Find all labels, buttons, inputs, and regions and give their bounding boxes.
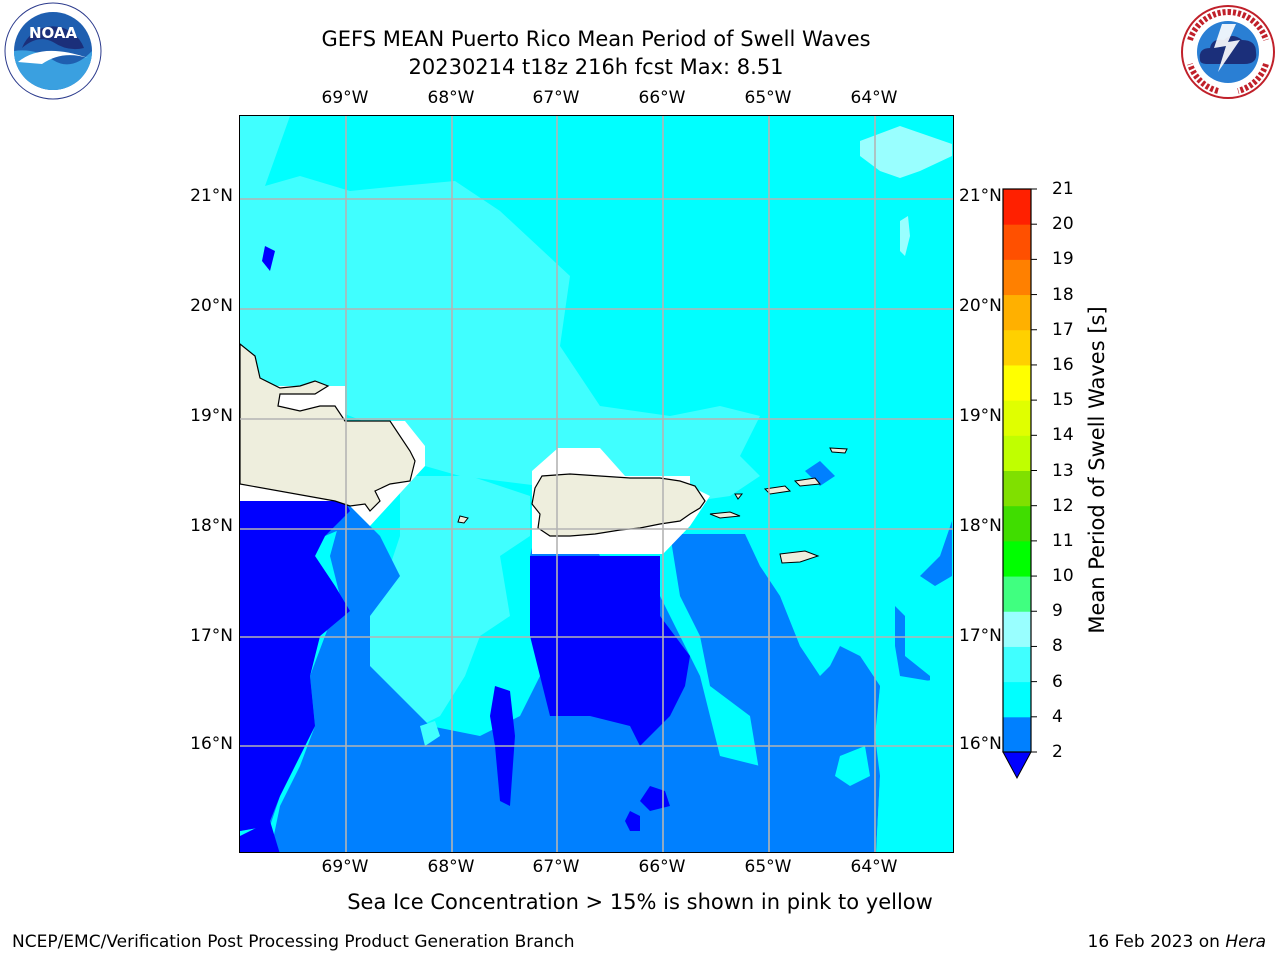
swell-zone-lt-2	[262, 246, 275, 271]
noaa-logo-text: NOAA	[29, 24, 78, 42]
land-island	[457, 515, 469, 524]
land-island	[734, 493, 744, 500]
land-island	[709, 511, 741, 519]
colorbar-band	[1003, 611, 1031, 647]
lat-label-right: 16°N	[959, 734, 1002, 754]
map-gridlines	[240, 116, 953, 852]
lon-label-bottom: 66°W	[638, 857, 686, 877]
colorbar-band	[1003, 646, 1031, 683]
lat-label-left: 20°N	[190, 296, 233, 316]
lon-label-top: 67°W	[532, 88, 580, 108]
colorbar-tick-label: 10	[1052, 566, 1074, 587]
colorbar-tick-label: 17	[1052, 319, 1074, 340]
map-area[interactable]	[239, 115, 954, 853]
lon-label-bottom: 65°W	[744, 857, 792, 877]
colorbar-band	[1003, 364, 1031, 401]
colorbar-tick-label: 20	[1052, 214, 1074, 235]
swell-zone-2-4	[895, 606, 930, 681]
lat-label-right: 20°N	[959, 296, 1002, 316]
colorbar-tick-label: 4	[1052, 706, 1063, 727]
nws-logo	[1178, 2, 1278, 102]
lat-label-right: 21°N	[959, 186, 1002, 206]
colorbar-band	[1003, 294, 1031, 331]
lon-label-top: 64°W	[850, 88, 898, 108]
land-hispaniola	[240, 343, 416, 512]
lon-label-bottom: 64°W	[850, 857, 898, 877]
swell-zone-6-8	[240, 116, 760, 506]
colorbar-tick-label: 14	[1052, 425, 1074, 446]
lon-label-bottom: 69°W	[321, 857, 369, 877]
swell-zone-lt-2	[240, 501, 350, 831]
colorbar-tick-label: 12	[1052, 495, 1074, 516]
swell-zone-4-6	[835, 746, 870, 786]
colorbar-band	[1003, 189, 1031, 225]
colorbar-band	[1003, 329, 1031, 366]
swell-zone-2-4	[805, 461, 835, 486]
lat-label-left: 18°N	[190, 516, 233, 536]
lat-label-right: 17°N	[959, 626, 1002, 646]
sea-ice-note: Sea Ice Concentration > 15% is shown in …	[347, 890, 933, 914]
colorbar-tick-label: 13	[1052, 460, 1074, 481]
lat-label-left: 16°N	[190, 734, 233, 754]
swell-zone-lt-2	[530, 556, 690, 746]
swell-zone-4-6	[876, 676, 952, 852]
lat-label-left: 19°N	[190, 406, 233, 426]
colorbar-tick-label: 2	[1052, 742, 1063, 762]
colorbar-band	[1003, 681, 1031, 718]
noaa-logo: NOAA	[2, 2, 104, 102]
lon-label-top: 69°W	[321, 88, 369, 108]
swell-zone-lt-2	[240, 821, 280, 852]
footer-date: 16 Feb 2023 on Hera	[1088, 932, 1266, 952]
footer-date-text: 16 Feb 2023 on	[1087, 932, 1226, 952]
swell-zone-2-4	[920, 521, 952, 586]
colorbar-tick-label: 18	[1052, 284, 1074, 305]
colorbar-band	[1003, 224, 1031, 260]
land-puerto-rico	[531, 473, 706, 537]
lat-label-left: 21°N	[190, 186, 233, 206]
colorbar-extend-triangle	[1002, 751, 1032, 780]
lon-label-top: 68°W	[427, 88, 475, 108]
chart-subtitle: 20230214 t18z 216h fcst Max: 8.51	[408, 55, 784, 79]
swell-zone-4-6	[420, 721, 440, 746]
colorbar-band	[1003, 505, 1031, 542]
colorbar-title: Mean Period of Swell Waves [s]	[1085, 306, 1109, 634]
colorbar-band	[1003, 259, 1031, 296]
map-field	[240, 116, 953, 852]
colorbar-tick-label: 9	[1052, 601, 1063, 622]
land-island	[779, 550, 820, 564]
swell-zone-6-8	[350, 476, 530, 726]
swell-zone-8-9	[860, 126, 952, 178]
lon-label-bottom: 68°W	[427, 857, 475, 877]
colorbar-tick-label: 15	[1052, 390, 1074, 411]
lat-label-right: 19°N	[959, 406, 1002, 426]
colorbar-band	[1003, 470, 1031, 507]
swell-zone-2-4	[670, 534, 880, 852]
colorbar-tick-label: 6	[1052, 671, 1063, 692]
colorbar-band	[1003, 576, 1031, 612]
land-island	[829, 447, 848, 454]
lon-label-top: 65°W	[744, 88, 792, 108]
colorbar-tick-label: 11	[1052, 530, 1074, 551]
footer-credit: NCEP/EMC/Verification Post Processing Pr…	[12, 932, 575, 952]
colorbar-band	[1003, 540, 1031, 577]
colorbar-tick-label: 21	[1052, 179, 1074, 199]
lat-label-right: 18°N	[959, 516, 1002, 536]
chart-title: GEFS MEAN Puerto Rico Mean Period of Swe…	[321, 27, 871, 51]
colorbar-band	[1003, 400, 1031, 436]
footer-host: Hera	[1225, 932, 1266, 952]
land-island	[793, 477, 821, 487]
lat-label-left: 17°N	[190, 626, 233, 646]
colorbar-band	[1003, 716, 1031, 753]
swell-zone-8-9	[900, 216, 910, 256]
swell-zone-lt-2	[625, 811, 640, 831]
lon-label-bottom: 67°W	[532, 857, 580, 877]
colorbar-tick-label: 19	[1052, 249, 1074, 270]
colorbar-tick-label: 8	[1052, 636, 1063, 657]
colorbar	[1002, 185, 1038, 789]
colorbar-band	[1003, 435, 1031, 471]
lon-label-top: 66°W	[638, 88, 686, 108]
colorbar-tick-label: 16	[1052, 354, 1074, 375]
